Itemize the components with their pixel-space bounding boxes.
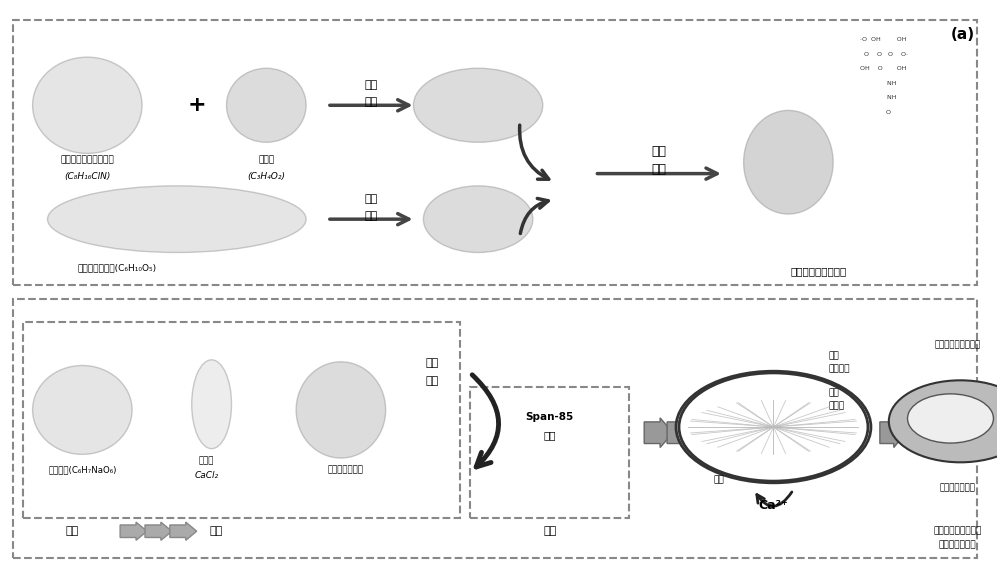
Text: 石蜡: 石蜡 bbox=[543, 431, 556, 440]
Text: 二甲基二烯丙基氯化锨: 二甲基二烯丙基氯化锨 bbox=[60, 155, 114, 164]
Circle shape bbox=[889, 380, 1000, 462]
Text: 油相: 油相 bbox=[828, 351, 839, 361]
Ellipse shape bbox=[423, 186, 533, 252]
Ellipse shape bbox=[227, 68, 306, 142]
Text: 封装抑尘剂海藻酸馒: 封装抑尘剂海藻酸馒 bbox=[933, 527, 982, 536]
Ellipse shape bbox=[744, 110, 833, 214]
Text: 加热: 加热 bbox=[364, 97, 377, 108]
Text: 自适应型微胶囊: 自适应型微胶囊 bbox=[939, 540, 976, 549]
Text: 搞拌: 搞拌 bbox=[426, 358, 439, 367]
Ellipse shape bbox=[48, 186, 306, 252]
FancyArrow shape bbox=[170, 522, 197, 540]
Text: NH: NH bbox=[869, 95, 897, 101]
Text: 交联: 交联 bbox=[652, 145, 667, 159]
Text: 冰乙酸: 冰乙酸 bbox=[828, 401, 844, 410]
Text: 微胶囊囊芯材料: 微胶囊囊芯材料 bbox=[328, 465, 364, 474]
FancyArrow shape bbox=[667, 418, 696, 447]
Text: OH    O       OH: OH O OH bbox=[860, 66, 906, 71]
Text: 抑尘微胶囊囊芯材料: 抑尘微胶囊囊芯材料 bbox=[934, 340, 981, 349]
Text: 加热: 加热 bbox=[652, 163, 667, 175]
Text: +: + bbox=[187, 95, 206, 115]
Text: 油相: 油相 bbox=[828, 388, 839, 397]
FancyArrow shape bbox=[926, 418, 951, 447]
FancyArrow shape bbox=[903, 418, 929, 447]
Circle shape bbox=[908, 394, 993, 443]
Text: Ca²⁺: Ca²⁺ bbox=[759, 499, 788, 512]
Ellipse shape bbox=[192, 360, 232, 448]
Ellipse shape bbox=[33, 366, 132, 454]
Text: O: O bbox=[874, 110, 891, 114]
Text: 加热: 加热 bbox=[364, 212, 377, 221]
Text: Span-85: Span-85 bbox=[526, 412, 574, 422]
Text: 氯化馒: 氯化馒 bbox=[199, 457, 214, 466]
Ellipse shape bbox=[413, 68, 543, 142]
FancyArrow shape bbox=[120, 522, 147, 540]
Text: 海藻酸钗(C₆H₇NaO₆): 海藻酸钗(C₆H₇NaO₆) bbox=[48, 465, 117, 474]
Text: 抑尘微胶囊囊芯材料: 抑尘微胶囊囊芯材料 bbox=[790, 267, 846, 277]
Text: NH: NH bbox=[869, 81, 897, 86]
Ellipse shape bbox=[33, 57, 142, 154]
Circle shape bbox=[676, 371, 871, 483]
Text: 丙烯酸: 丙烯酸 bbox=[258, 155, 274, 164]
FancyArrow shape bbox=[690, 418, 719, 447]
FancyArrow shape bbox=[880, 418, 906, 447]
Text: 混合: 混合 bbox=[426, 377, 439, 386]
Text: 胶囊壁海藻酸馒: 胶囊壁海藻酸馒 bbox=[940, 484, 975, 492]
FancyArrow shape bbox=[644, 418, 673, 447]
FancyArrow shape bbox=[145, 522, 172, 540]
Text: 纳维素纳米纳丝(C₆H₁₀O₅): 纳维素纳米纳丝(C₆H₁₀O₅) bbox=[78, 263, 157, 272]
Text: 引发: 引发 bbox=[364, 81, 377, 90]
Text: CaCl₂: CaCl₂ bbox=[195, 471, 219, 480]
Ellipse shape bbox=[296, 362, 386, 458]
Text: ·O  OH        OH: ·O OH OH bbox=[860, 37, 906, 43]
Text: 水相: 水相 bbox=[210, 526, 223, 536]
Text: 混合: 混合 bbox=[66, 526, 79, 536]
Text: (a): (a) bbox=[950, 26, 974, 41]
Text: 界面: 界面 bbox=[713, 475, 724, 484]
Text: 油相: 油相 bbox=[543, 526, 556, 536]
Text: O    O   O    O·: O O O O· bbox=[858, 52, 908, 56]
Text: (C₃H₄O₂): (C₃H₄O₂) bbox=[247, 172, 285, 181]
Text: (C₈H₁₆ClN): (C₈H₁₆ClN) bbox=[64, 172, 110, 181]
Text: 液体石蜡: 液体石蜡 bbox=[828, 364, 850, 373]
Text: 引发: 引发 bbox=[364, 194, 377, 204]
